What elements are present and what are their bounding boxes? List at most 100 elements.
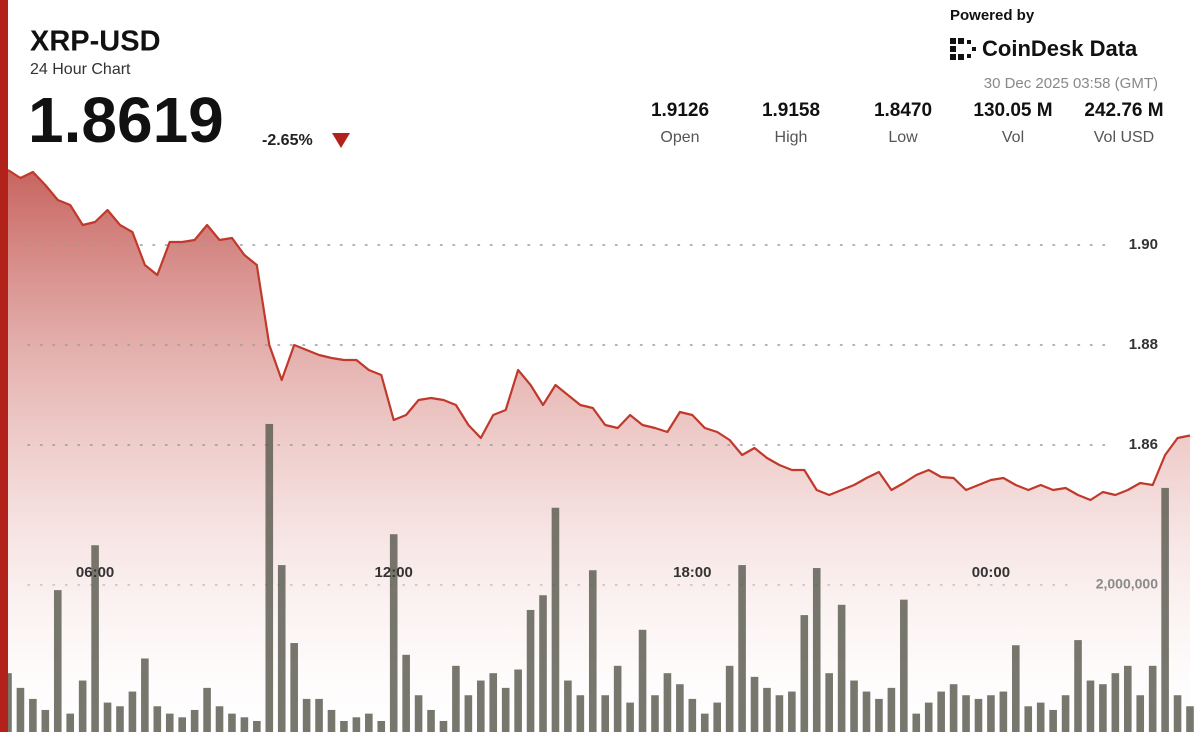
stat-label: Low: [888, 129, 918, 146]
x-tick-label: 12:00: [375, 564, 413, 581]
volume-bar: [277, 565, 286, 732]
volume-bar: [900, 599, 908, 732]
volume-bar: [1186, 706, 1194, 732]
volume-bar: [1049, 709, 1057, 732]
price-area: [8, 170, 1190, 732]
volume-bar: [240, 717, 249, 732]
stats: 1.9126 Open 1.9158 High 1.8470 Low 130.05 M Vol…: [651, 100, 1164, 146]
y2-tick-label: 2,000,000: [1096, 576, 1158, 592]
volume-bar: [564, 680, 572, 732]
volume-bar: [402, 654, 410, 732]
volume-bar: [1024, 706, 1033, 732]
volume-bar: [912, 713, 921, 732]
timestamp: 30 Dec 2025 03:58 (GMT): [984, 75, 1158, 92]
stat-label: Vol USD: [1094, 129, 1154, 146]
volume-bar: [215, 706, 224, 732]
volume-bar: [477, 680, 485, 732]
volume-bar: [987, 695, 995, 732]
accent-strip: [0, 0, 8, 732]
volume-bar: [1074, 640, 1082, 732]
volume-bar: [190, 709, 199, 732]
volume-bar: [788, 691, 796, 732]
price-series: [7, 169, 1191, 502]
volume-bar: [576, 695, 585, 732]
volume-bar: [775, 695, 784, 732]
volume-bar: [452, 665, 460, 732]
volume-bar: [464, 695, 473, 732]
volume-bar: [489, 673, 498, 732]
volume-bar: [887, 687, 896, 732]
volume-bar: [601, 695, 610, 732]
volume-bar: [141, 658, 149, 732]
volume-bar: [949, 684, 958, 732]
axis-labels: 1.86 1.88 1.90 2,000,000 06:00 12:00 18:00 00:0…: [76, 236, 1158, 592]
volume-bar: [265, 423, 274, 732]
volume-bar: [29, 698, 37, 732]
price-line: [7, 169, 1191, 502]
volume-bar: [1173, 695, 1182, 732]
volume-bar: [551, 507, 560, 732]
volume-bar: [377, 720, 386, 732]
volume-bar: [116, 706, 124, 732]
volume-bar: [962, 695, 970, 732]
volume-bar: [626, 702, 634, 732]
stat-value: 242.76 M: [1084, 100, 1163, 121]
x-tick-label: 00:00: [972, 564, 1010, 581]
volume-bar: [725, 665, 734, 732]
volume-bar: [850, 680, 858, 732]
volume-bar: [128, 691, 137, 732]
volume-bar: [713, 702, 721, 732]
down-arrow: [332, 133, 350, 148]
volume-bar: [750, 676, 759, 732]
volume-bar: [651, 695, 659, 732]
volume-bar: [1136, 695, 1145, 732]
volume-bar: [153, 706, 162, 732]
volume-bar: [1036, 702, 1045, 732]
brand-logo: [950, 38, 976, 60]
volume-bar: [663, 673, 672, 732]
subtitle: 24 Hour Chart: [30, 61, 131, 78]
volume-bar: [588, 570, 597, 732]
volume-bar: [539, 595, 547, 732]
volume-bar: [526, 609, 535, 732]
volume-bar: [427, 709, 435, 732]
volume-bar: [763, 687, 771, 732]
volume-bar: [1061, 695, 1070, 732]
y-tick-label: 1.86: [1129, 436, 1158, 453]
volume-bar: [676, 684, 684, 732]
volume-bar: [800, 615, 809, 732]
volume-bar: [41, 709, 50, 732]
volume-bar: [228, 713, 236, 732]
volume-bar: [514, 669, 522, 732]
x-tick-label: 06:00: [76, 564, 114, 581]
change: -2.65%: [262, 132, 313, 149]
volume-bar: [389, 534, 398, 732]
powered-by: Powered by: [950, 7, 1035, 24]
stat-value: 1.8470: [874, 100, 932, 121]
volume-bar: [700, 713, 709, 732]
price: 1.8619: [28, 84, 224, 156]
volume-bar: [340, 720, 348, 732]
stat-value: 130.05 M: [973, 100, 1052, 121]
volume-bar: [1123, 665, 1132, 732]
volume-bar: [1111, 673, 1120, 732]
stat-label: High: [775, 129, 808, 146]
volume-bars: [4, 423, 1194, 732]
volume-bar: [1161, 487, 1169, 732]
volume-bar: [1099, 684, 1107, 732]
volume-bar: [501, 687, 510, 732]
volume-bar: [290, 643, 298, 732]
volume-bar: [302, 698, 311, 732]
volume-bar: [875, 698, 883, 732]
volume-bar: [253, 720, 261, 732]
volume-bar: [365, 713, 373, 732]
y-tick-label: 1.88: [1129, 336, 1158, 353]
volume-bar: [812, 568, 821, 732]
volume-bar: [862, 691, 871, 732]
stat-value: 1.9158: [762, 100, 820, 121]
volume-bar: [613, 665, 622, 732]
volume-bar: [999, 691, 1008, 732]
volume-bar: [439, 720, 448, 732]
volume-bar: [1086, 680, 1095, 732]
